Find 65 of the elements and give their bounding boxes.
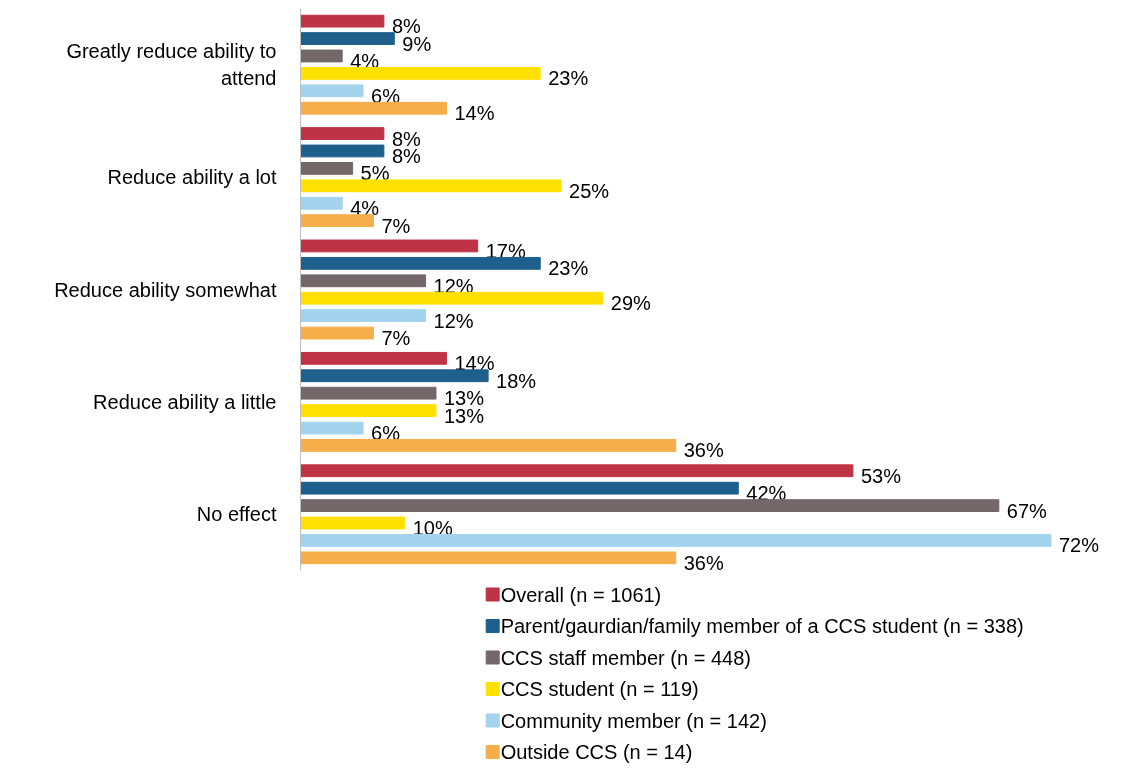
bar bbox=[300, 516, 406, 530]
bar bbox=[300, 499, 1000, 512]
legend-label: CCS staff member (n = 448) bbox=[500, 646, 751, 669]
y-tick-label: Reduce ability somewhat bbox=[54, 278, 277, 301]
bar bbox=[300, 196, 343, 210]
bar bbox=[300, 274, 427, 288]
bar bbox=[300, 214, 374, 228]
bar bbox=[300, 49, 343, 63]
bar bbox=[300, 369, 489, 383]
data-label: 12% bbox=[433, 309, 474, 332]
bar bbox=[300, 404, 437, 418]
legend-label: Community member (n = 142) bbox=[500, 709, 767, 732]
bar bbox=[300, 386, 437, 400]
bar bbox=[300, 464, 854, 478]
data-label: 18% bbox=[496, 369, 537, 392]
bar bbox=[300, 534, 1052, 547]
legend-label: Overall (n = 1061) bbox=[500, 583, 662, 606]
y-tick-label: Greatly reduce ability to attend bbox=[66, 40, 277, 89]
bar bbox=[300, 32, 395, 45]
legend-label: Parent/gaurdian/family member of a CCS student (n = 338) bbox=[500, 615, 1024, 637]
data-label: 14% bbox=[454, 102, 495, 125]
data-label: 7% bbox=[381, 214, 411, 237]
data-label: 5% bbox=[360, 162, 390, 185]
legend-label: Outside CCS (n = 14) bbox=[500, 741, 693, 763]
bar bbox=[300, 179, 562, 193]
data-label: 4% bbox=[350, 197, 380, 220]
data-label: 23% bbox=[548, 257, 589, 280]
bar bbox=[300, 439, 677, 452]
bar bbox=[300, 84, 364, 98]
data-label: 8% bbox=[391, 127, 422, 150]
y-tick-label: Reduce ability a lot bbox=[107, 166, 277, 189]
bar bbox=[300, 239, 479, 253]
bar bbox=[300, 351, 447, 365]
data-label: 53% bbox=[860, 464, 902, 487]
y-tick-label: Reduce ability a little bbox=[93, 390, 277, 413]
data-label: 42% bbox=[746, 482, 787, 505]
data-label: 7% bbox=[381, 327, 411, 350]
bar bbox=[300, 481, 739, 495]
data-label: 36% bbox=[683, 551, 724, 574]
bar bbox=[300, 67, 541, 80]
bar bbox=[300, 161, 354, 175]
bar bbox=[300, 326, 374, 340]
data-label: 23% bbox=[548, 67, 589, 90]
bar bbox=[300, 127, 385, 140]
y-tick-label: No effect bbox=[196, 503, 277, 526]
bar bbox=[300, 309, 427, 323]
data-label: 29% bbox=[610, 292, 652, 315]
data-label: 6% bbox=[371, 422, 401, 445]
data-label: 36% bbox=[683, 439, 724, 462]
bar bbox=[300, 14, 385, 28]
bar bbox=[300, 291, 604, 305]
data-label: 72% bbox=[1058, 534, 1100, 557]
data-label: 67% bbox=[1006, 499, 1048, 522]
legend-label: CCS student (n = 119) bbox=[500, 678, 699, 700]
data-label: 25% bbox=[569, 179, 610, 202]
data-label: 14% bbox=[454, 352, 495, 375]
data-label: 12% bbox=[433, 274, 474, 297]
bar bbox=[300, 551, 677, 565]
data-label: 6% bbox=[371, 84, 401, 107]
bar bbox=[300, 421, 364, 435]
bar bbox=[300, 101, 447, 115]
bar bbox=[300, 144, 385, 158]
data-label: 4% bbox=[350, 49, 380, 72]
data-label: 17% bbox=[485, 239, 526, 262]
bar bbox=[300, 256, 541, 270]
